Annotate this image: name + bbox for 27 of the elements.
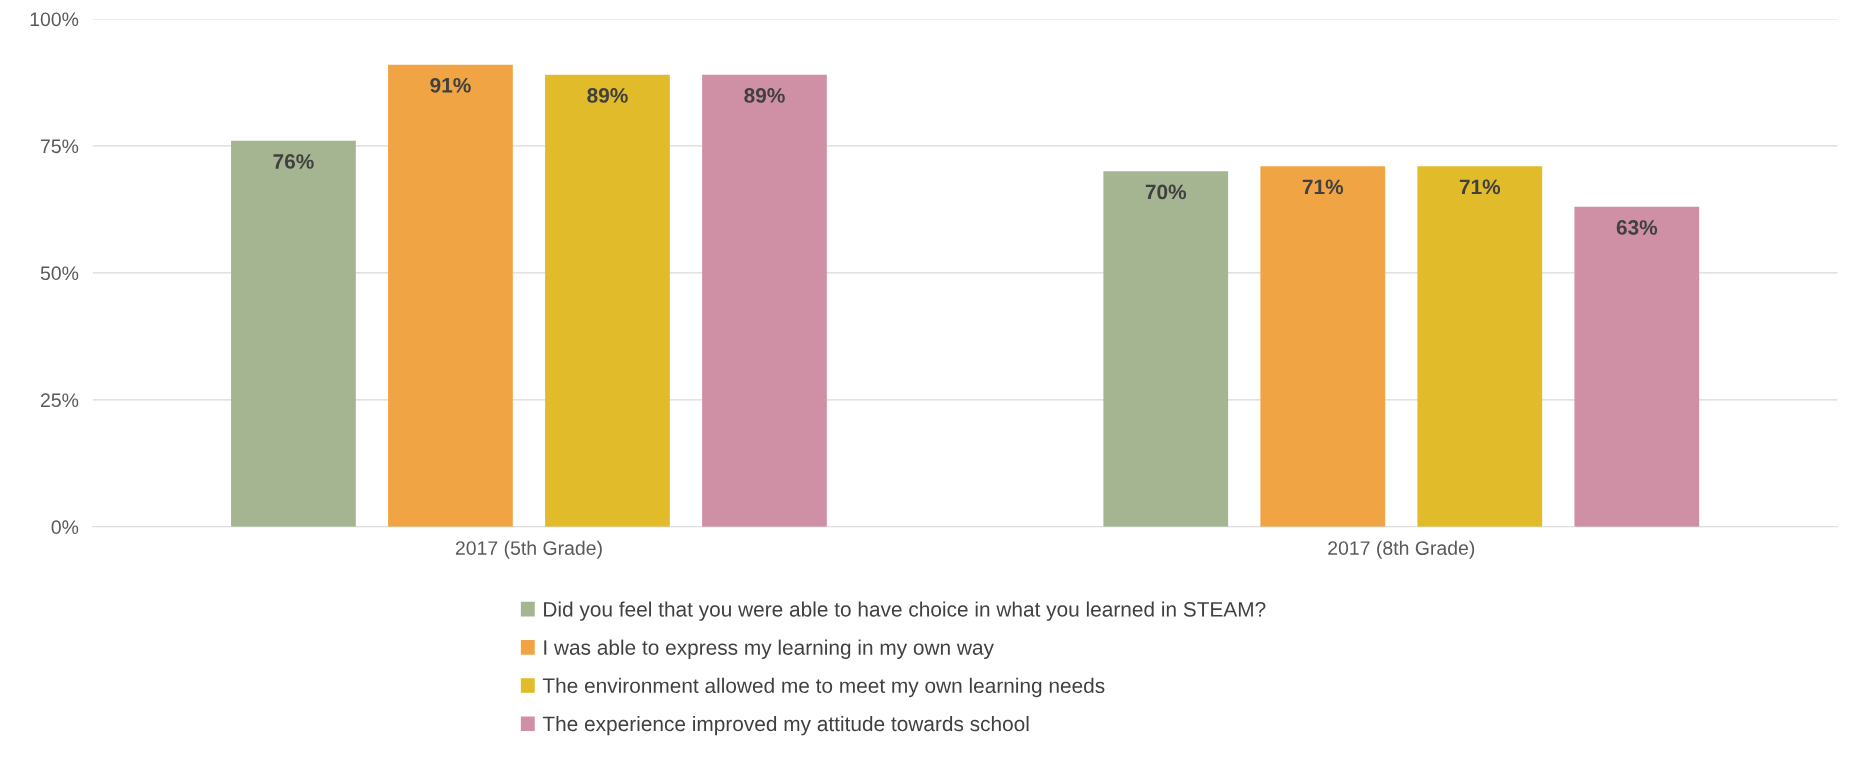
data-label: 71%	[1459, 179, 1501, 195]
legend-label: The experience improved my attitude towards school	[542, 715, 1029, 736]
bar	[1260, 166, 1386, 527]
data-label: 70%	[1145, 184, 1187, 200]
data-label: 76%	[273, 154, 314, 169]
y-tick-label: 75%	[40, 139, 79, 154]
data-label: 71%	[1302, 179, 1344, 195]
legend-label: I was able to express my learning in my own way	[544, 639, 994, 660]
y-tick-label: 100%	[30, 12, 79, 27]
y-tick-label: 50%	[40, 266, 79, 281]
bar	[545, 74, 670, 527]
bar	[231, 140, 356, 527]
data-label: 89%	[587, 88, 628, 103]
bar	[1417, 166, 1543, 527]
x-tick-label: 2017 (5th Grade)	[455, 540, 602, 559]
legend-label: The environment allowed me to meet my own learning needs	[542, 677, 1105, 698]
data-label: 63%	[1616, 220, 1658, 235]
x-tick-label: 2017 (8th Grade)	[1328, 540, 1475, 559]
y-tick-label: 25%	[40, 393, 79, 408]
y-tick-label: 0%	[51, 520, 79, 535]
data-label: 89%	[744, 88, 785, 103]
bar	[702, 74, 827, 527]
legend-label: Did you feel that you were able to have choice in what you learned in STEAM?	[544, 601, 1266, 621]
bar	[388, 64, 513, 527]
bar	[1103, 171, 1229, 527]
bar	[1574, 206, 1700, 527]
data-label: 91%	[430, 77, 471, 93]
